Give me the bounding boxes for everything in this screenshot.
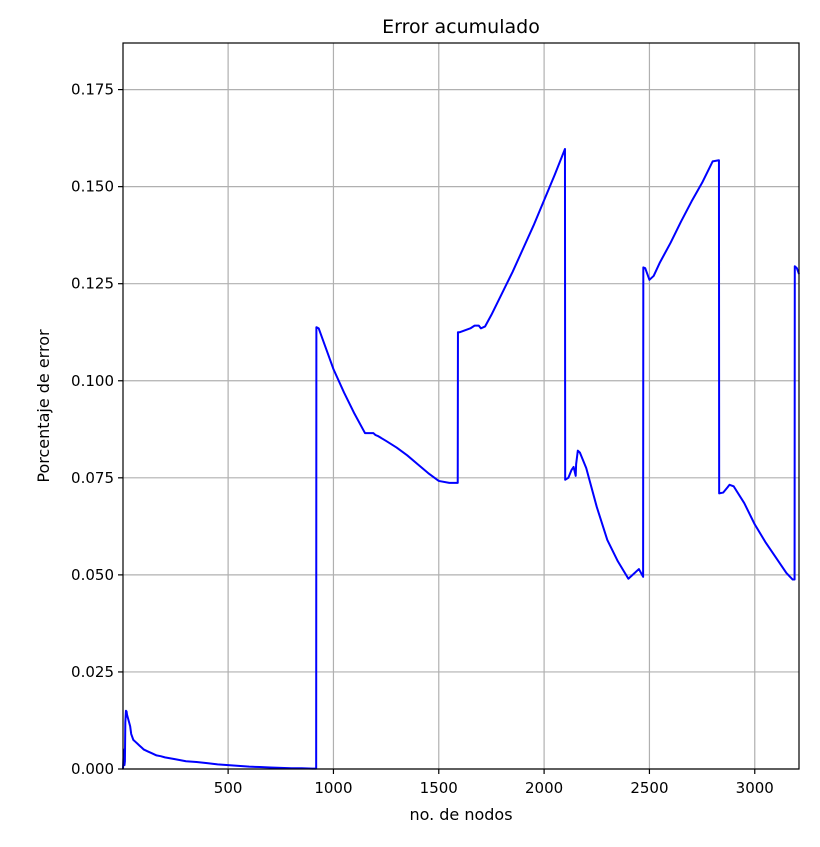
plot-frame (122, 42, 800, 770)
y-tick-label: 0.125 (71, 275, 114, 293)
chart-title: Error acumulado (382, 16, 540, 38)
series-line-0 (122, 147, 800, 770)
y-tick-label: 0.025 (71, 663, 114, 681)
y-tick-label: 0.150 (71, 178, 114, 196)
y-tick-label: 0.075 (71, 469, 114, 487)
x-tick-label: 1500 (420, 779, 458, 797)
y-tick-label: 0.100 (71, 372, 114, 390)
y-tick-label: 0.000 (71, 760, 114, 778)
x-tick-label: 1000 (314, 779, 352, 797)
x-tick-label: 2000 (525, 779, 563, 797)
tick-layer: 500 1000 1500 2000 2500 3000 0.000 0.025 0.050 0.… (71, 81, 774, 797)
series-layer (122, 147, 800, 770)
y-tick-label: 0.050 (71, 566, 114, 584)
y-tick-label: 0.175 (71, 81, 114, 99)
x-tick-label: 3000 (736, 779, 774, 797)
x-tick-label: 2500 (630, 779, 668, 797)
y-axis-label: Porcentaje de error (34, 329, 53, 483)
grid-layer (123, 43, 799, 770)
x-axis-label: no. de nodos (409, 805, 512, 824)
x-tick-label: 500 (214, 779, 243, 797)
